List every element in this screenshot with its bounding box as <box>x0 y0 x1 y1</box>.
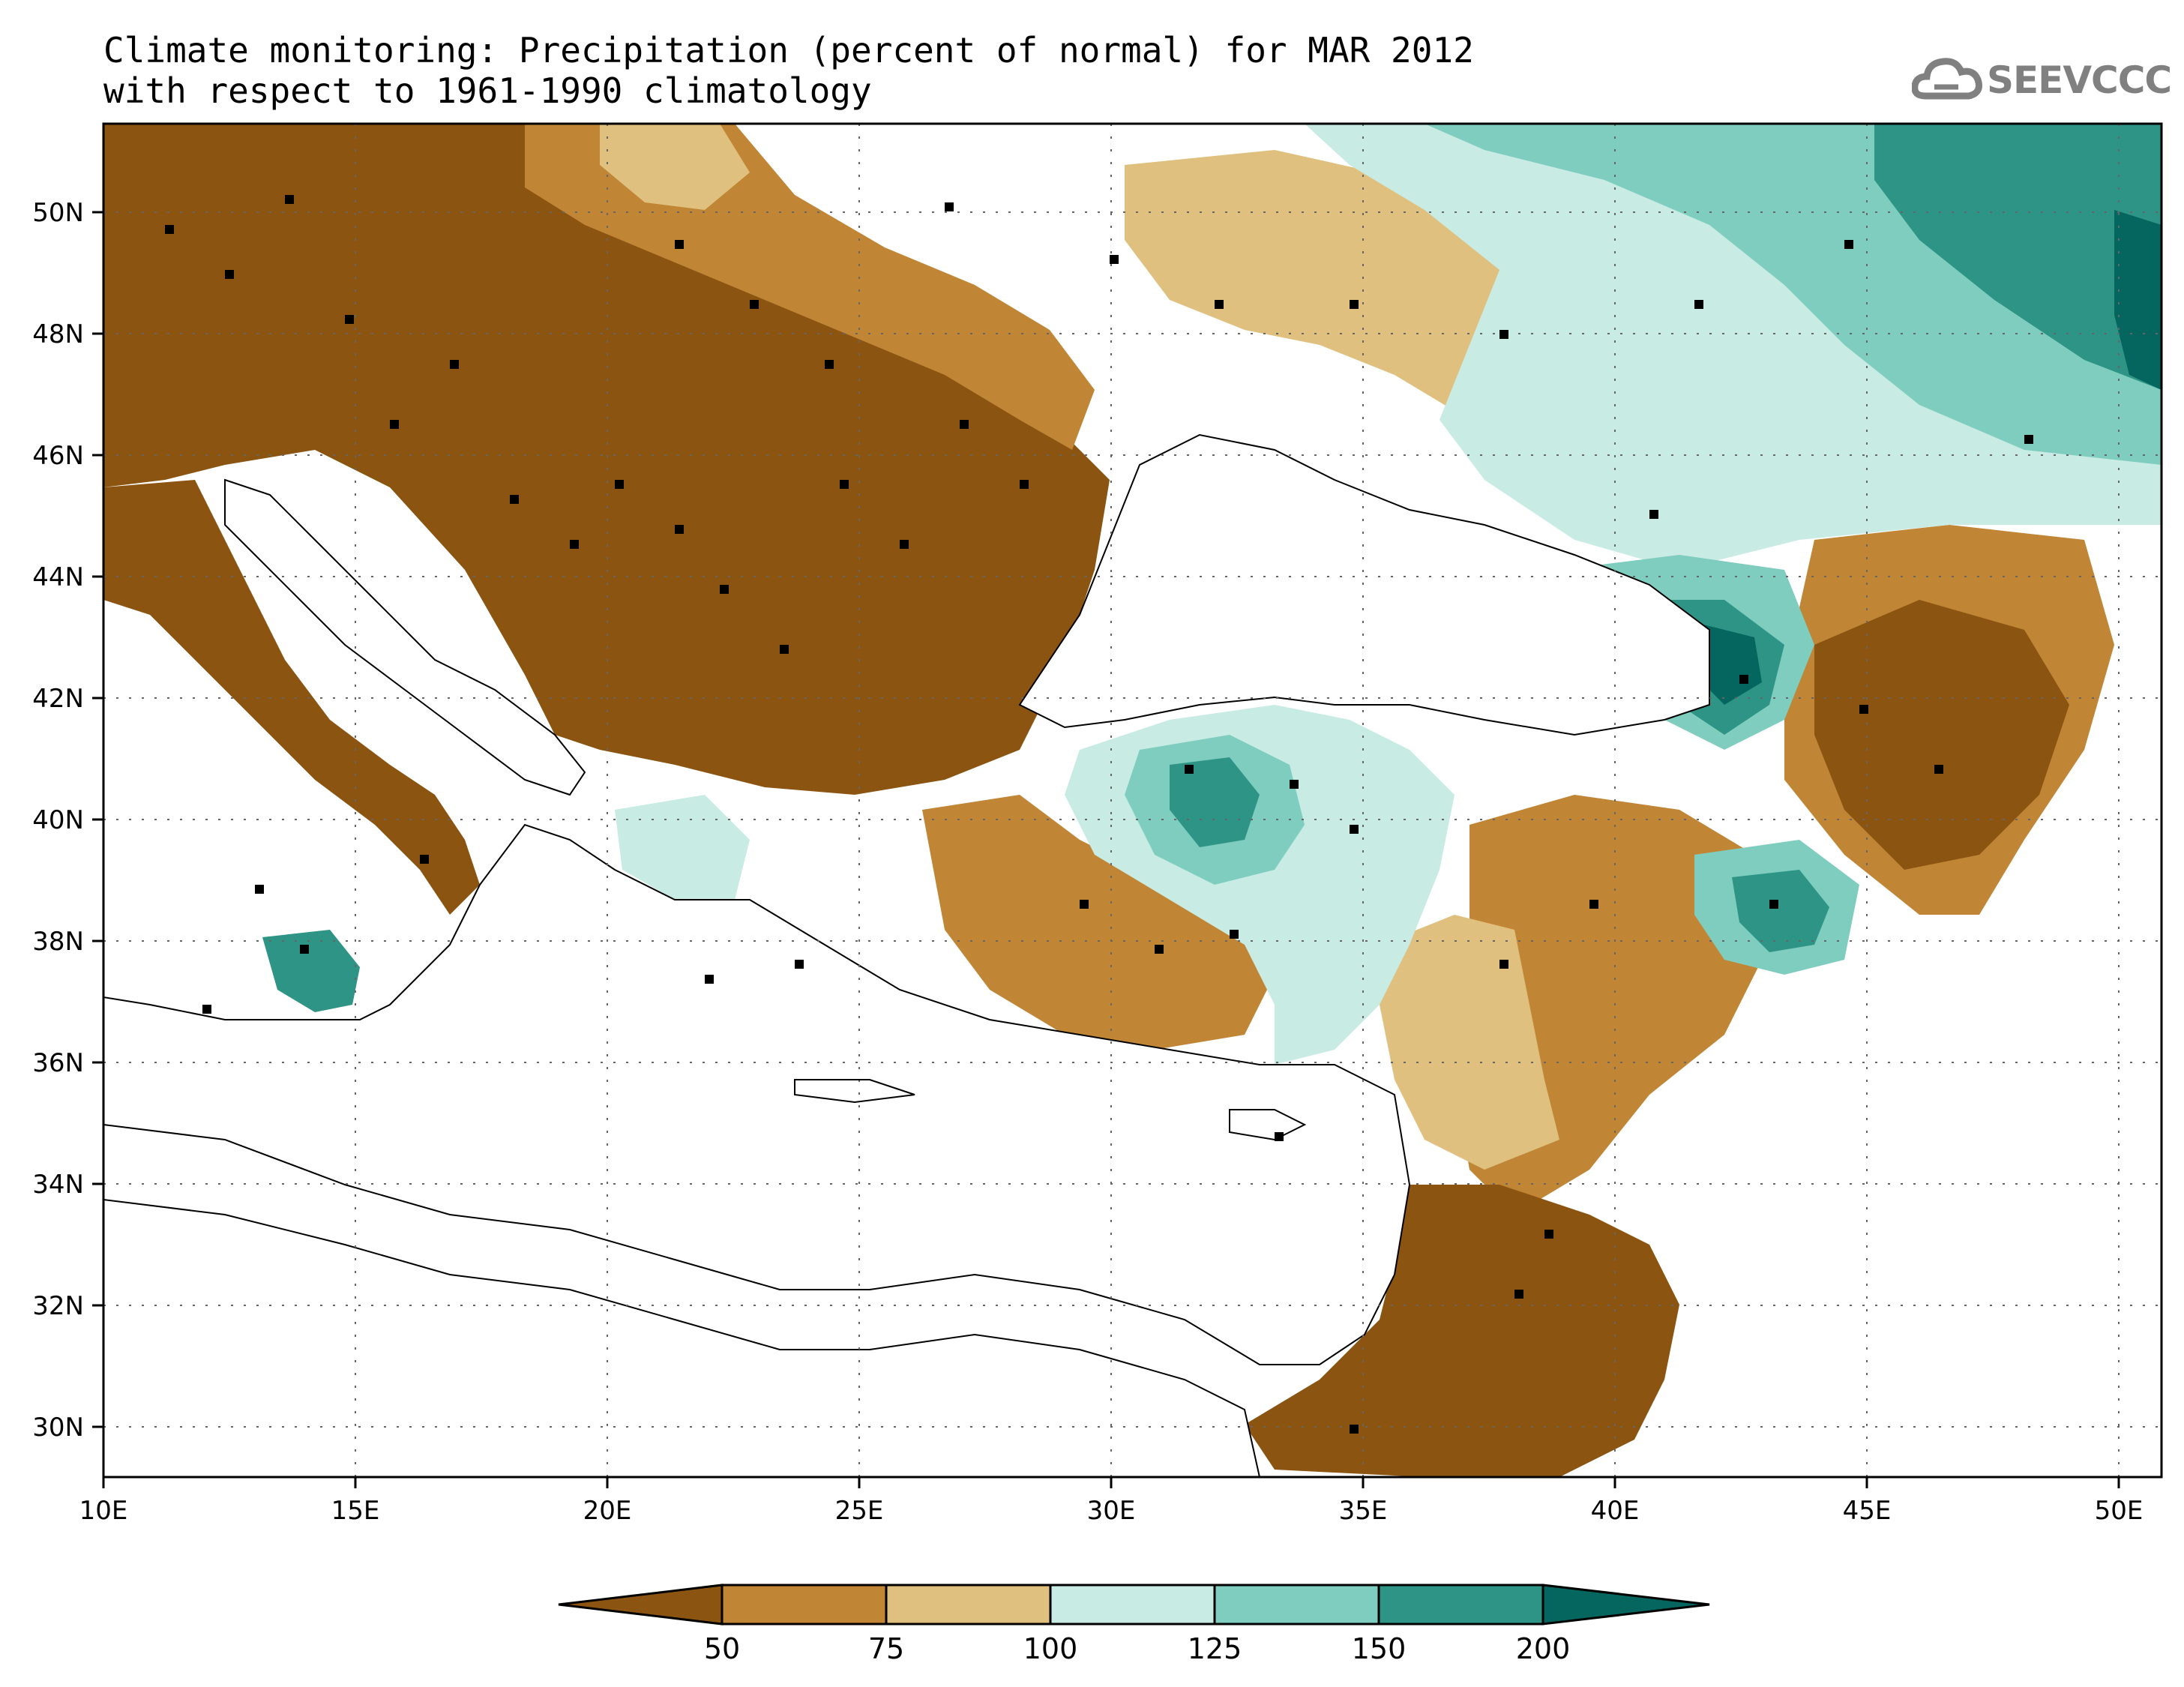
x-tick-label: 30E <box>1087 1496 1136 1526</box>
colorbar-segment <box>1213 1584 1380 1626</box>
light-dry-zone-ukraine <box>600 124 750 210</box>
wet-zone-sicily <box>262 930 360 1012</box>
north-africa-land <box>103 1198 1261 1477</box>
colorbar-labels: 50 75 100 125 150 200 <box>704 1632 1570 1665</box>
logo-text: SEEVCCC <box>1987 58 2172 102</box>
axis-ticks <box>92 211 2120 1488</box>
wet-zone-greece <box>615 795 750 900</box>
y-tick-label: 46N <box>32 441 84 471</box>
station-markers <box>165 195 2033 1434</box>
y-tick-label: 44N <box>32 562 84 592</box>
colorbar-label: 50 <box>704 1632 740 1665</box>
wet-zone-georgia-peak <box>1694 622 1762 705</box>
wet-zone-east-strong <box>1874 124 2162 390</box>
colorbar-label: 125 <box>1188 1632 1242 1665</box>
colorbar-segment <box>1377 1584 1544 1626</box>
x-tick-label: 20E <box>583 1496 632 1526</box>
colorbar-segment <box>1541 1584 1710 1626</box>
x-tick-label: 40E <box>1591 1496 1640 1526</box>
mediterranean-sea <box>103 823 1411 1365</box>
cloud-icon <box>1911 58 1982 100</box>
wet-zone-east-peak <box>2114 210 2162 390</box>
x-tick-label: 10E <box>79 1496 128 1526</box>
black-sea <box>1018 433 1710 736</box>
colorbar-label: 150 <box>1352 1632 1407 1665</box>
dry-zone-levant <box>1245 1185 1679 1477</box>
x-tick-label: 15E <box>331 1496 380 1526</box>
adriatic-sea <box>224 478 586 796</box>
wet-zone-east-turkey-strong <box>1732 870 1829 952</box>
colorbar-segment <box>558 1584 724 1626</box>
graticule <box>103 124 2162 1477</box>
colorbar <box>558 1584 1710 1626</box>
dry-zone-italy <box>103 480 480 915</box>
y-tick-label: 42N <box>32 684 84 714</box>
y-tick-label: 48N <box>32 319 84 349</box>
dry-zone-caucasus <box>1814 600 2069 870</box>
y-tick-label: 38N <box>32 927 84 957</box>
colorbar-segment <box>1049 1584 1216 1626</box>
colorbar-label: 75 <box>868 1632 904 1665</box>
x-tick-label: 25E <box>835 1496 884 1526</box>
x-tick-label: 35E <box>1339 1496 1388 1526</box>
colorbar-segment <box>721 1584 888 1626</box>
y-tick-label: 34N <box>32 1170 84 1200</box>
colorbar-label: 100 <box>1023 1632 1078 1665</box>
x-tick-label: 45E <box>1843 1496 1892 1526</box>
coastlines <box>794 1079 1307 1141</box>
x-tick-label: 50E <box>2095 1496 2144 1526</box>
y-tick-label: 30N <box>32 1413 84 1443</box>
seevccc-logo: SEEVCCC <box>1911 52 2172 112</box>
y-tick-label: 36N <box>32 1048 84 1078</box>
colorbar-label: 200 <box>1516 1632 1571 1665</box>
colorbar-segment <box>885 1584 1052 1626</box>
map-title-line-2: with respect to 1961-1990 climatology <box>103 70 872 111</box>
y-axis-labels: 50N 48N 46N 44N 42N 40N 38N 36N 34N 32N … <box>32 198 84 1443</box>
light-dry-zone-south <box>1380 915 1559 1170</box>
y-tick-label: 50N <box>32 198 84 228</box>
wet-zone-anatolia-strong <box>1170 757 1260 847</box>
medium-dry-zone-anatolia <box>922 795 1275 1050</box>
map-title-line-1: Climate monitoring: Precipitation (perce… <box>103 30 1474 70</box>
map-frame <box>102 122 2163 1479</box>
x-axis-labels: 10E 15E 20E 25E 30E 35E 40E 45E 50E <box>79 1496 2144 1526</box>
y-tick-label: 40N <box>32 805 84 835</box>
map-field <box>103 124 2162 1477</box>
y-tick-label: 32N <box>32 1291 84 1321</box>
